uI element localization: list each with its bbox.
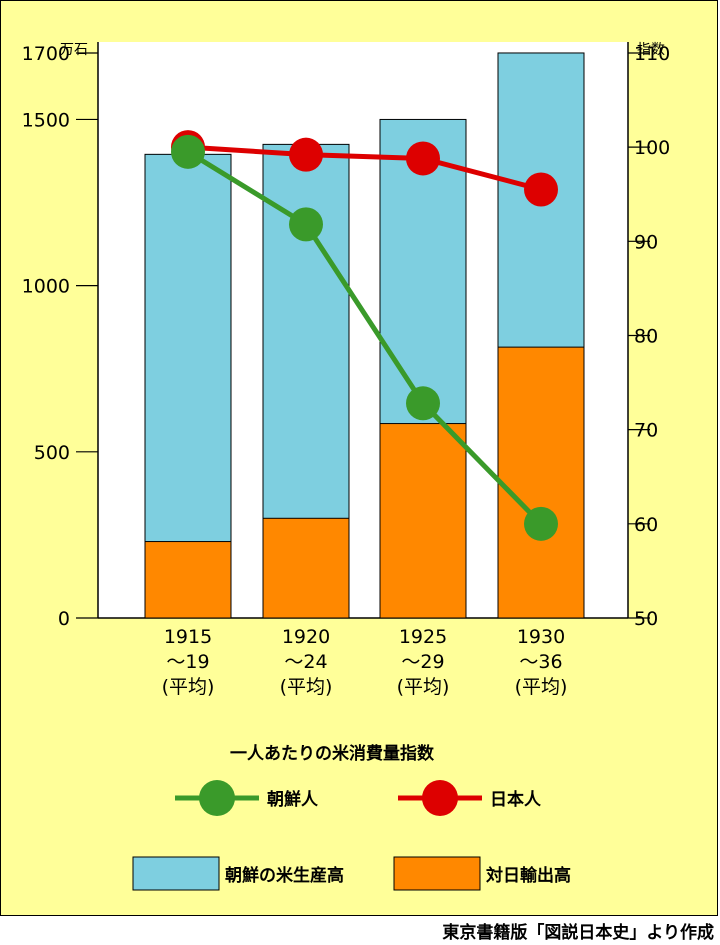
x-tick-label: ～29 <box>401 651 444 673</box>
left-tick-label: 1500 <box>22 109 70 131</box>
left-tick-label: 500 <box>34 442 70 464</box>
right-tick-label: 90 <box>634 231 658 253</box>
point-korean-1920 <box>289 207 323 242</box>
right-axis-unit: 指数 <box>637 42 665 58</box>
left-tick-label: 1700 <box>22 43 70 65</box>
point-korean-1925 <box>406 386 440 421</box>
legend-label-export: 対日輸出高 <box>485 865 571 886</box>
right-tick-label: 100 <box>634 137 670 159</box>
point-korean-1930 <box>524 506 558 541</box>
left-tick-label: 1000 <box>22 276 70 298</box>
x-tick-label: (平均) <box>162 676 215 698</box>
bar-export-1915 <box>144 541 232 619</box>
right-tick-label: 110 <box>634 43 670 65</box>
x-tick-label: (平均) <box>280 676 333 698</box>
right-tick-label: 80 <box>634 325 658 347</box>
right-tick-label: 70 <box>634 420 658 442</box>
x-tick-label: (平均) <box>397 676 450 698</box>
point-japanese-1920 <box>289 137 323 172</box>
x-tick-label: 1915 <box>164 626 212 648</box>
legend-swatch-production <box>132 856 220 891</box>
legend-marker-korean <box>199 780 235 816</box>
x-tick-label: ～36 <box>519 651 562 673</box>
point-korean-1915 <box>171 134 205 169</box>
x-tick-label: 1920 <box>282 626 330 648</box>
x-tick-label: ～19 <box>166 651 209 673</box>
left-axis-unit: 万石 <box>60 42 88 58</box>
legend-label-japanese: 日本人 <box>490 789 542 810</box>
x-tick-label: (平均) <box>515 676 568 698</box>
point-japanese-1925 <box>406 141 440 176</box>
source-note: 東京書籍版「図説日本史」より作成 <box>442 923 714 943</box>
bar-export-1930 <box>497 346 585 619</box>
legend-label-production: 朝鮮の米生産高 <box>225 865 344 886</box>
line-korean <box>186 149 543 526</box>
legend-marker-japanese <box>422 780 458 816</box>
left-tick-label: 0 <box>58 608 70 630</box>
legend-swatch-export <box>393 856 481 891</box>
x-tick-label: 1925 <box>399 626 447 648</box>
x-tick-label: ～24 <box>284 651 327 673</box>
point-japanese-1930 <box>524 172 558 207</box>
legend-label-korean: 朝鮮人 <box>267 789 319 810</box>
right-tick-label: 60 <box>634 514 658 536</box>
line-japanese <box>187 144 542 192</box>
legend-line-title: 一人あたりの米消費量指数 <box>230 743 435 764</box>
bar-export-1925 <box>379 423 467 619</box>
bar-export-1920 <box>262 517 350 619</box>
right-tick-label: 50 <box>634 608 658 630</box>
x-tick-label: 1930 <box>517 626 565 648</box>
